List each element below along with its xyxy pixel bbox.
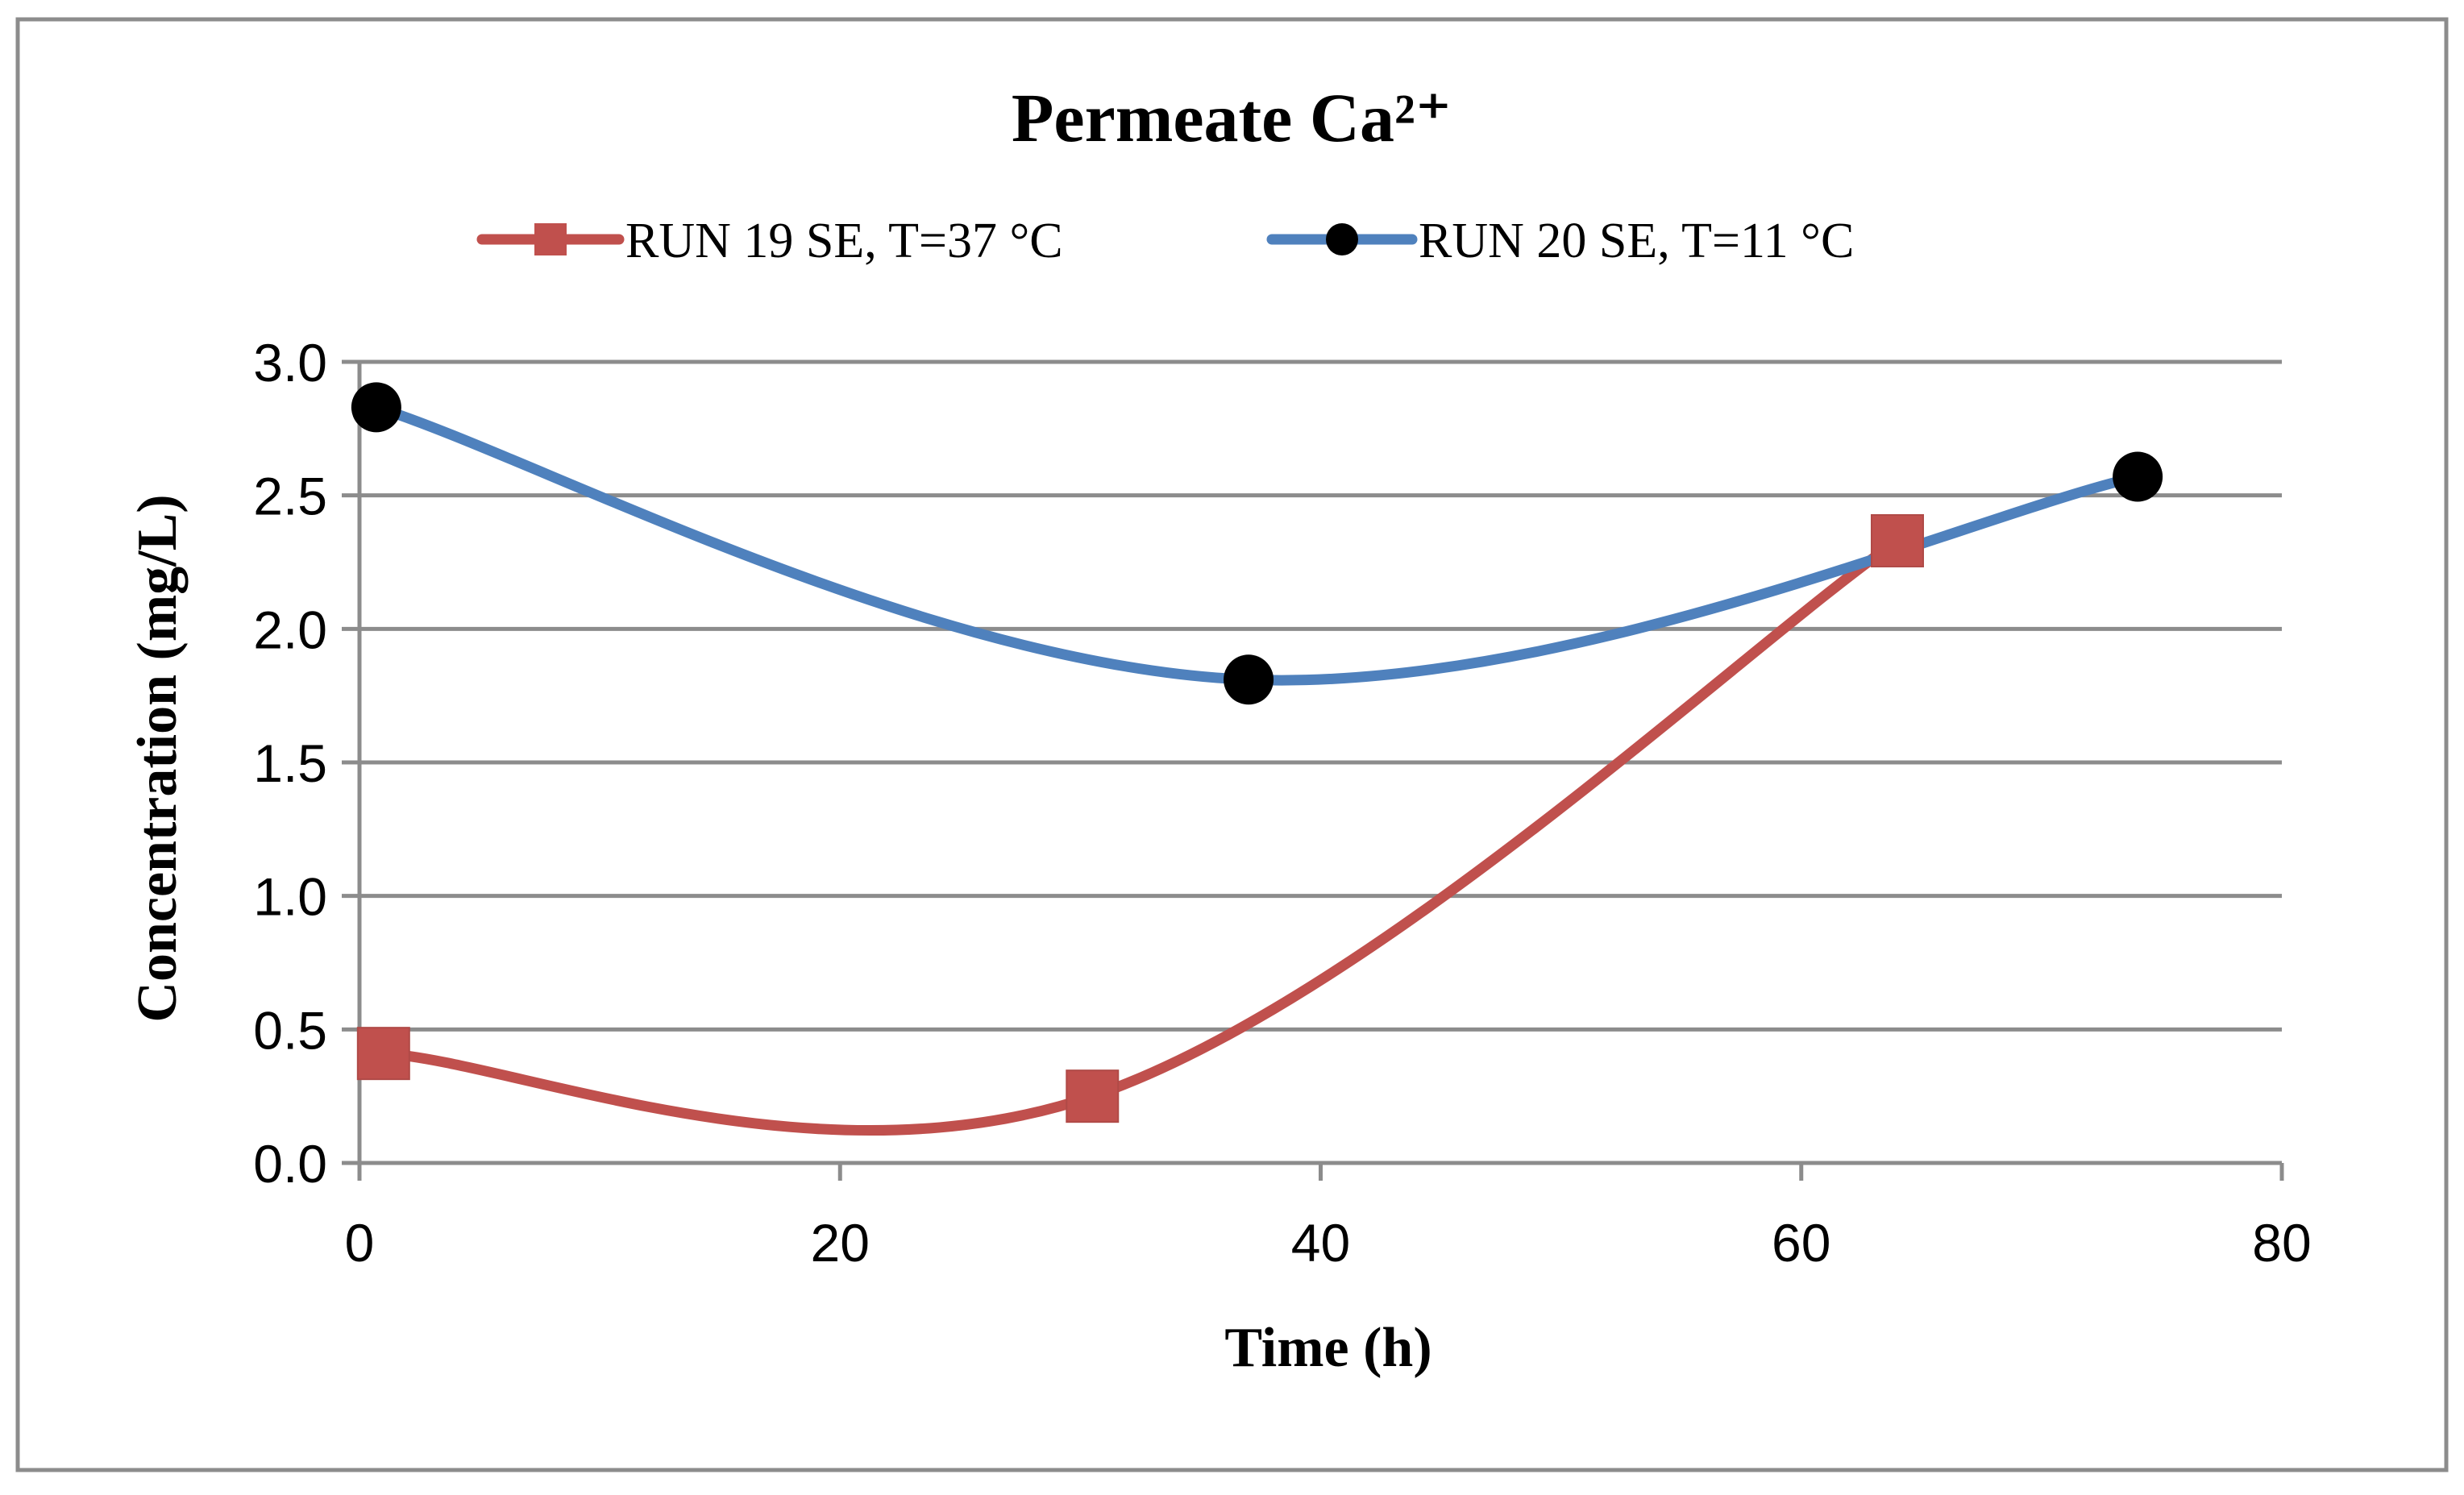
y-tick-label: 0.5	[253, 1000, 327, 1060]
x-tick-label: 40	[1291, 1213, 1350, 1273]
x-axis-label: Time (h)	[1224, 1317, 1431, 1379]
legend: RUN 19 SE, T=37 °C RUN 20 SE, T=11 °C	[476, 214, 1854, 268]
series-2-point-3	[2113, 451, 2163, 502]
series-markers	[351, 382, 2163, 1123]
series-2-point-1	[351, 382, 401, 433]
series-2-point-2	[1224, 654, 1274, 705]
series-line-1	[378, 535, 1903, 1136]
x-tick-label: 60	[1772, 1213, 1830, 1273]
chart-title: Permeate Ca²⁺	[1012, 79, 1452, 156]
y-tick-label: 0.0	[253, 1134, 327, 1194]
y-tick-label: 2.5	[253, 467, 327, 526]
y-axis-label: Concentration (mg/L)	[127, 494, 189, 1022]
y-tick-label: 3.0	[253, 333, 327, 392]
x-tick-labels: 0 20 40 60 80	[345, 1213, 2312, 1273]
legend-marker-1	[534, 223, 567, 255]
legend-marker-2	[1326, 223, 1358, 255]
x-tick-label: 0	[345, 1213, 375, 1273]
gridlines	[359, 359, 2282, 1032]
legend-label-1: RUN 19 SE, T=37 °C	[625, 214, 1063, 268]
series-1-point-1	[356, 1027, 410, 1081]
y-tick-label: 1.5	[253, 733, 327, 793]
series-1-point-3	[1871, 513, 1924, 567]
y-tick-label: 1.0	[253, 867, 327, 927]
x-tick-label: 80	[2252, 1213, 2311, 1273]
x-tick-label: 20	[811, 1213, 870, 1273]
series-1-point-2	[1066, 1069, 1120, 1123]
legend-label-2: RUN 20 SE, T=11 °C	[1419, 214, 1854, 268]
y-tick-labels: 0.0 0.5 1.0 1.5 2.0 2.5 3.0	[253, 333, 327, 1194]
y-tick-label: 2.0	[253, 600, 327, 659]
chart-border	[15, 17, 2449, 1472]
